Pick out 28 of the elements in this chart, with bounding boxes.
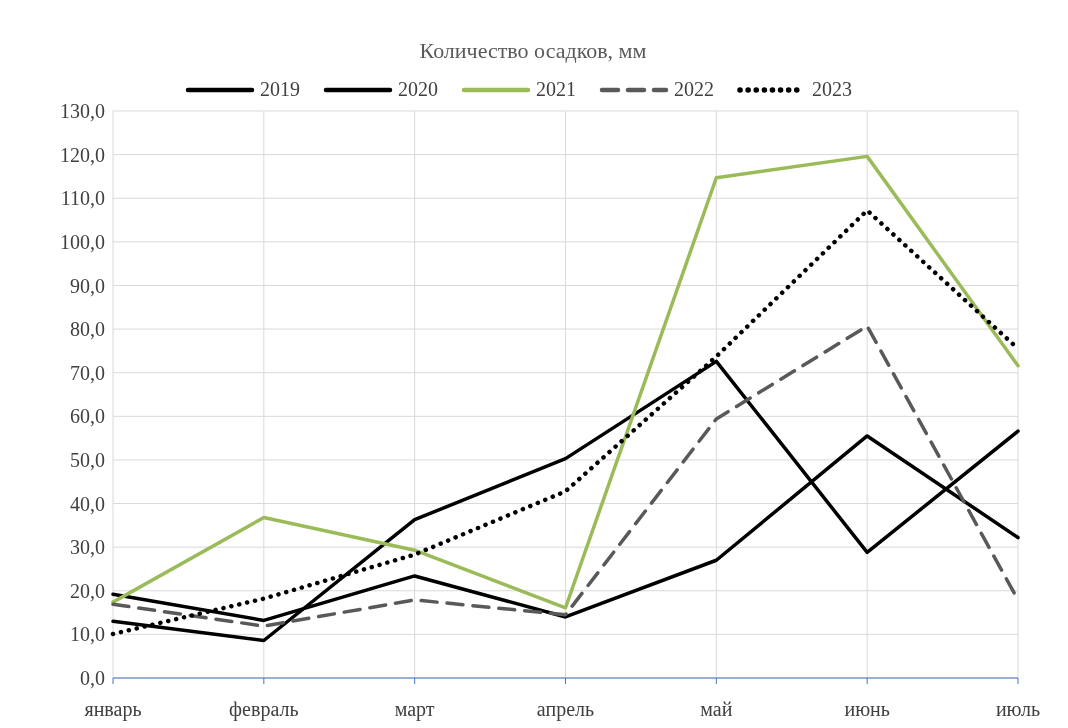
legend-label: 2022 bbox=[674, 78, 714, 101]
y-tick-label: 60,0 bbox=[70, 405, 105, 428]
x-tick-label: апрель bbox=[536, 698, 595, 722]
x-tick-label: июнь bbox=[844, 698, 890, 721]
x-tick-label: февраль bbox=[229, 698, 299, 722]
y-tick-label: 90,0 bbox=[70, 274, 105, 297]
legend-label: 2021 bbox=[536, 78, 576, 101]
line-series bbox=[111, 154, 1020, 610]
legend-label: 2019 bbox=[260, 78, 300, 101]
y-tick-label: 40,0 bbox=[70, 492, 105, 515]
y-tick-label: 70,0 bbox=[70, 361, 105, 384]
legend-label: 2023 bbox=[812, 78, 852, 101]
x-tick-label: январь bbox=[84, 698, 142, 722]
y-tick-label: 10,0 bbox=[70, 623, 105, 646]
y-tick-label: 100,0 bbox=[60, 230, 105, 253]
y-tick-label: 120,0 bbox=[60, 143, 105, 166]
y-tick-label: 130,0 bbox=[60, 100, 105, 123]
y-tick-label: 0,0 bbox=[80, 667, 105, 690]
x-tick-label: март bbox=[394, 698, 435, 722]
y-tick-label: 30,0 bbox=[70, 536, 105, 559]
chart-title: Количество осадков, мм bbox=[418, 37, 648, 65]
x-tick-label: июль bbox=[995, 698, 1041, 721]
y-tick-label: 20,0 bbox=[70, 579, 105, 602]
y-tick-label: 80,0 bbox=[70, 318, 105, 341]
y-tick-label: 50,0 bbox=[70, 449, 105, 472]
legend-label: 2020 bbox=[398, 78, 438, 101]
y-tick-label: 110,0 bbox=[60, 187, 105, 210]
x-tick-label: май bbox=[700, 698, 733, 721]
